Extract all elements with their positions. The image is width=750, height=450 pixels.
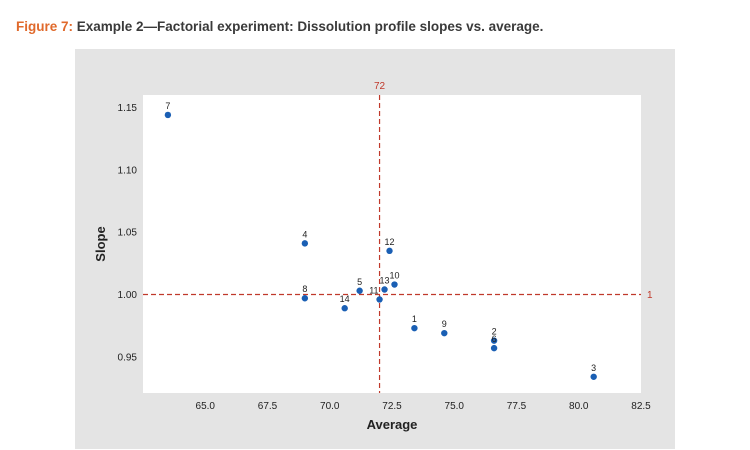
x-tick-label: 75.0 bbox=[445, 401, 465, 412]
x-tick-label: 65.0 bbox=[196, 401, 216, 412]
x-tick-label: 80.0 bbox=[569, 401, 589, 412]
x-tick-label: 67.5 bbox=[258, 401, 278, 412]
data-point-12 bbox=[386, 247, 393, 255]
horizontal-reference-label: 1 bbox=[647, 290, 653, 301]
y-tick-label: 1.00 bbox=[118, 290, 138, 301]
figure-label: Figure 7: bbox=[16, 19, 74, 34]
point-label: 8 bbox=[302, 284, 307, 294]
axis-ticks: 65.0 67.5 70.0 72.5 75.0 77.5 80.0 82.5 0.95 1.00… bbox=[118, 103, 652, 412]
data-point-8 bbox=[301, 295, 309, 302]
figure-caption: Figure 7: Example 2—Factorial experiment… bbox=[16, 19, 543, 34]
data-point-9 bbox=[441, 329, 448, 337]
x-tick-label: 77.5 bbox=[507, 401, 527, 412]
y-tick-label: 1.10 bbox=[118, 165, 138, 176]
point-label: 11 bbox=[369, 285, 378, 295]
point-label: 9 bbox=[442, 319, 447, 329]
point-label: 1 bbox=[412, 314, 417, 324]
x-axis-title: Average bbox=[367, 417, 418, 432]
point-label: 14 bbox=[340, 294, 350, 304]
data-point-7 bbox=[164, 111, 172, 119]
x-tick-label: 72.5 bbox=[382, 401, 402, 412]
y-tick-label: 1.15 bbox=[118, 103, 138, 114]
data-point-6 bbox=[490, 344, 498, 352]
y-axis-title: Slope bbox=[93, 226, 108, 261]
point-label: 12 bbox=[385, 237, 395, 247]
chart-panel: 72 1 65.0 67.5 70.0 72.5 75.0 77.5 80.0 82.5 0.95… bbox=[75, 49, 675, 449]
point-label: 10 bbox=[389, 271, 399, 281]
point-label: 13 bbox=[380, 276, 390, 286]
point-label: 4 bbox=[302, 229, 307, 239]
plot-area bbox=[143, 95, 641, 393]
point-label: 3 bbox=[591, 363, 596, 373]
reference-lines: 721 bbox=[143, 81, 653, 393]
scatter-chart: 721 65.0 67.5 70.0 72.5 75.0 77.5 80.0 82.50.95… bbox=[93, 81, 653, 432]
point-label: 2 bbox=[492, 327, 497, 337]
data-point-4 bbox=[301, 240, 309, 247]
data-point-10 bbox=[391, 281, 398, 288]
point-label: 7 bbox=[165, 101, 170, 111]
point-label: 6 bbox=[492, 334, 497, 344]
x-tick-label: 70.0 bbox=[320, 401, 340, 412]
data-point-13 bbox=[381, 286, 388, 293]
data-point-1 bbox=[411, 324, 418, 332]
vertical-reference-label: 72 bbox=[374, 81, 386, 92]
point-label: 5 bbox=[357, 277, 362, 287]
data-point-11 bbox=[376, 296, 383, 303]
data-point-14 bbox=[341, 305, 348, 312]
figure-title: Example 2—Factorial experiment: Dissolut… bbox=[73, 19, 544, 34]
data-point-2 bbox=[490, 337, 498, 344]
x-tick-label: 82.5 bbox=[631, 401, 651, 412]
y-tick-label: 0.95 bbox=[118, 352, 138, 363]
data-point-3 bbox=[590, 373, 597, 380]
y-tick-label: 1.05 bbox=[118, 228, 138, 239]
data-point-5 bbox=[356, 287, 363, 294]
